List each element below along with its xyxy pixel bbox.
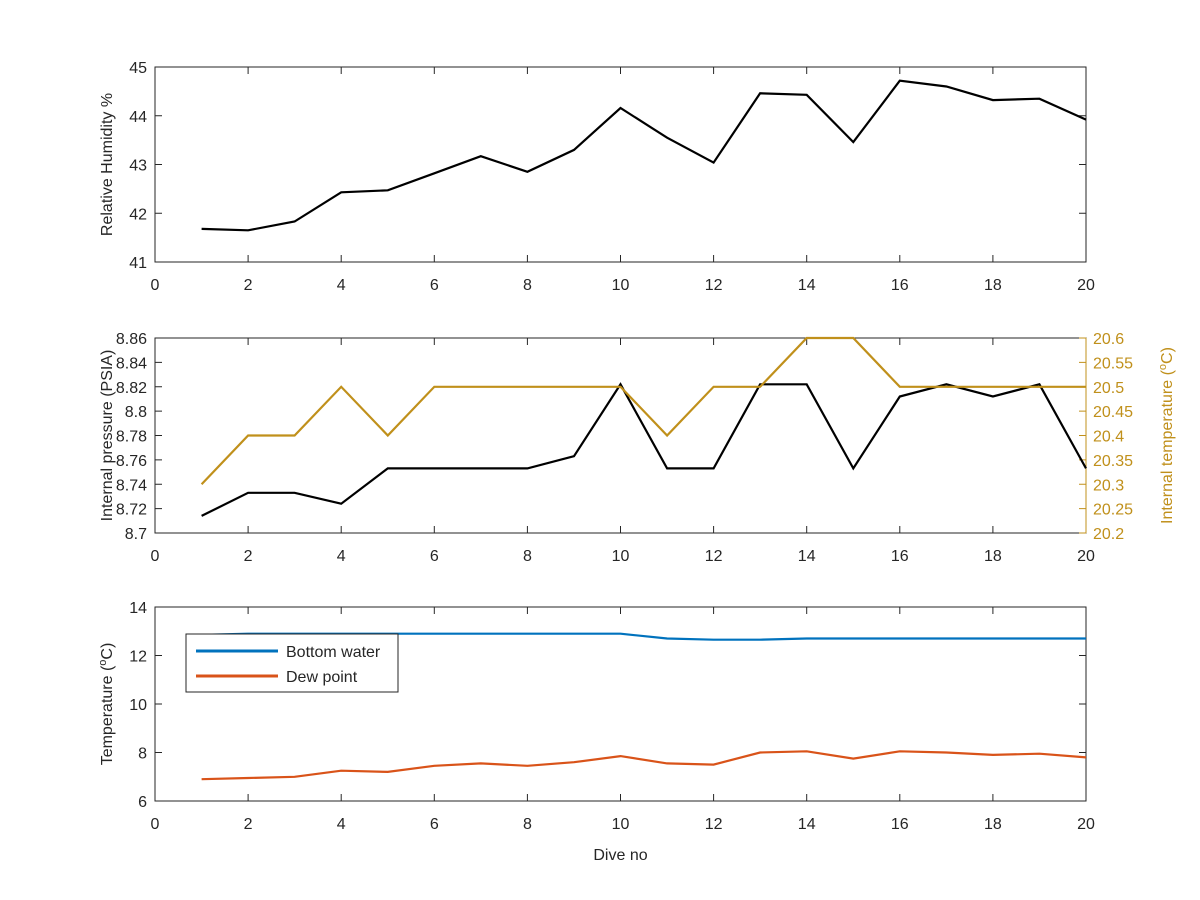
x-tick-label: 4 xyxy=(337,277,346,294)
x-tick-label: 18 xyxy=(984,548,1002,565)
chart-panel-3: 0 2 4 6 8 10 12 14 16 18 20 6 8 10 12 14 Temperature (oC… xyxy=(97,600,1095,864)
y-tick-label: 43 xyxy=(129,158,147,175)
x-tick-label: 12 xyxy=(705,548,723,565)
x-tick-label: 14 xyxy=(798,816,816,833)
y2-tick-label: 20.55 xyxy=(1093,355,1133,372)
y-tick-label: 8.84 xyxy=(116,355,147,372)
x-tick-label: 10 xyxy=(612,277,630,294)
x-tick-label: 20 xyxy=(1077,548,1095,565)
x-tick-label: 10 xyxy=(612,816,630,833)
x-tick-label: 6 xyxy=(430,548,439,565)
x-tick-label: 16 xyxy=(891,548,909,565)
y-tick-label: 8.78 xyxy=(116,429,147,446)
chart-panel-2: 0 2 4 6 8 10 12 14 16 18 20 8.7 8.72 8.74 8.76 8.78 8.8 8… xyxy=(99,331,1176,565)
y2-tick-label: 20.35 xyxy=(1093,453,1133,470)
x-tick-label: 8 xyxy=(523,548,532,565)
y-axis-label: Temperature (oC) xyxy=(97,643,116,766)
x-tick-label: 20 xyxy=(1077,277,1095,294)
series-line-2 xyxy=(200,336,1086,485)
x-tick-label: 12 xyxy=(705,816,723,833)
y-tick-label: 12 xyxy=(129,649,147,666)
y-tick-label: 45 xyxy=(129,60,147,77)
x-axis-label: Dive no xyxy=(593,847,647,864)
y-tick-label: 14 xyxy=(129,600,147,617)
x-tick-label: 2 xyxy=(244,277,253,294)
y-tick-label: 8.76 xyxy=(116,453,147,470)
y-tick-label: 8.74 xyxy=(116,477,147,494)
x-tick-label: 2 xyxy=(244,816,253,833)
y2-tick-label: 20.6 xyxy=(1093,331,1124,348)
x-tick-label: 6 xyxy=(430,277,439,294)
y-tick-label: 8.72 xyxy=(116,502,147,519)
x-tick-label: 8 xyxy=(523,277,532,294)
x-tick-label: 4 xyxy=(337,816,346,833)
y-tick-label: 8.86 xyxy=(116,331,147,348)
y-tick-label: 42 xyxy=(129,206,147,223)
x-tick-label: 0 xyxy=(151,277,160,294)
x-tick-label: 14 xyxy=(798,548,816,565)
y2-tick-label: 20.5 xyxy=(1093,380,1124,397)
x-tick-label: 18 xyxy=(984,277,1002,294)
y2-tick-label: 20.4 xyxy=(1093,429,1124,446)
y2-tick-label: 20.45 xyxy=(1093,404,1133,421)
x-tick-label: 18 xyxy=(984,816,1002,833)
y-axis-label: Internal pressure (PSIA) xyxy=(99,350,116,522)
legend-label-1: Bottom water xyxy=(286,644,381,661)
x-tick-label: 16 xyxy=(891,277,909,294)
legend-box xyxy=(185,633,399,693)
x-tick-label: 8 xyxy=(523,816,532,833)
x-tick-label: 4 xyxy=(337,548,346,565)
x-tick-label: 16 xyxy=(891,816,909,833)
x-tick-label: 12 xyxy=(705,277,723,294)
series-line-2 xyxy=(201,750,1087,781)
y-axis-label: Relative Humidity % xyxy=(99,93,116,236)
y-tick-label: 10 xyxy=(129,697,147,714)
x-tick-label: 0 xyxy=(151,548,160,565)
y-tick-label: 6 xyxy=(138,794,147,811)
y-tick-label: 8.82 xyxy=(116,380,147,397)
y-tick-label: 8.7 xyxy=(125,526,147,543)
legend-label-2: Dew point xyxy=(286,669,358,686)
y-tick-label: 8 xyxy=(138,746,147,763)
x-tick-label: 0 xyxy=(151,816,160,833)
y2-tick-label: 20.25 xyxy=(1093,502,1133,519)
x-tick-label: 6 xyxy=(430,816,439,833)
y2-tick-label: 20.2 xyxy=(1093,526,1124,543)
x-tick-label: 14 xyxy=(798,277,816,294)
y2-axis-label: Internal temperature (oC) xyxy=(1157,347,1176,524)
series-line-1 xyxy=(201,79,1087,232)
legend: Bottom water Dew point xyxy=(185,633,399,693)
y-tick-label: 41 xyxy=(129,255,147,272)
chart-panel-1: 0 2 4 6 8 10 12 14 16 18 20 41 42 43 44 45 Relative Humi… xyxy=(99,60,1095,294)
y-tick-label: 44 xyxy=(129,109,147,126)
y2-tick-label: 20.3 xyxy=(1093,477,1124,494)
x-tick-label: 2 xyxy=(244,548,253,565)
x-tick-label: 20 xyxy=(1077,816,1095,833)
x-tick-label: 10 xyxy=(612,548,630,565)
y-tick-label: 8.8 xyxy=(125,404,147,421)
